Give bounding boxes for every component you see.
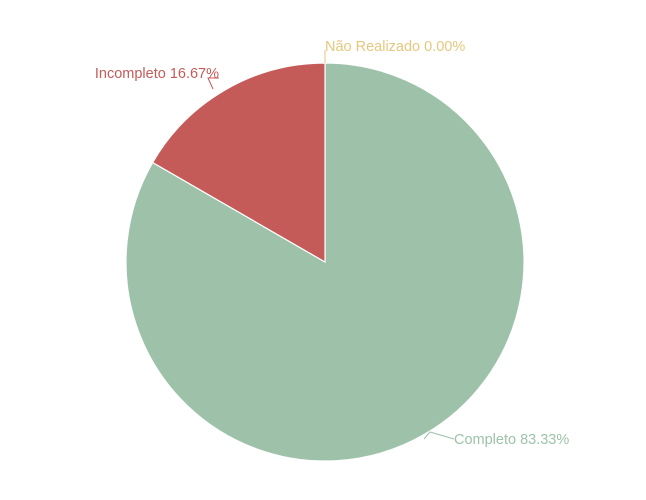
slices-layer	[125, 62, 525, 462]
leader-lines-layer	[207, 50, 455, 440]
slice-label-nao-realizado: Não Realizado 0.00%	[325, 39, 465, 55]
slice-label-incompleto: Incompleto 16.67%	[95, 66, 219, 82]
leader-line-incompleto	[207, 77, 219, 90]
pie-slice-incompleto	[151, 62, 326, 264]
labels-layer: Completo 83.33% Não Realizado 0.00% Incomp…	[95, 39, 570, 448]
leader-line-completo	[423, 431, 455, 440]
slice-label-completo: Completo 83.33%	[454, 432, 569, 448]
pie-slice-completo	[125, 62, 525, 462]
